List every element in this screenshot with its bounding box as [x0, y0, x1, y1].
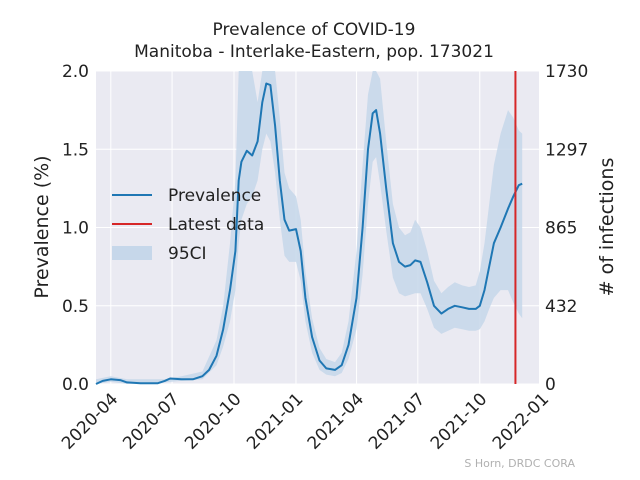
x-tick-2: 2020-10: [181, 389, 245, 453]
credit-text: S Horn, DRDC CORA: [464, 457, 575, 470]
y-axis-label-right: # of infections: [596, 158, 618, 297]
x-ticks: 2020-042020-072020-102021-012021-042021-…: [58, 389, 553, 453]
series-line-prevalence: [95, 82, 523, 385]
legend-label-2: 95CI: [168, 244, 207, 264]
chart-title-line1: Prevalence of COVID-19: [213, 20, 416, 40]
series-layer: [95, 82, 523, 385]
y-tick-left-1: 0.5: [62, 297, 89, 317]
y-ticks-left: 0.0 0.5 1.0 1.5 2.0: [62, 62, 89, 395]
x-tick-5: 2021-07: [365, 389, 429, 453]
y-axis-label-left: Prevalence (%): [31, 155, 53, 298]
y-tick-right-0: 0: [545, 375, 556, 395]
x-tick-4: 2021-04: [304, 389, 368, 453]
chart-title-line2: Manitoba - Interlake-Eastern, pop. 17302…: [134, 42, 494, 62]
x-tick-1: 2020-07: [119, 389, 183, 453]
y-tick-left-2: 1.0: [62, 219, 89, 239]
x-tick-6: 2021-10: [427, 389, 491, 453]
legend-label-0: Prevalence: [168, 186, 261, 206]
x-tick-3: 2021-01: [243, 389, 307, 453]
legend: Prevalence Latest data 95CI: [112, 186, 264, 264]
y-ticks-right: 0 432 865 1297 1730: [545, 62, 588, 395]
y-tick-left-3: 1.5: [62, 140, 89, 160]
y-tick-left-0: 0.0: [62, 375, 89, 395]
y-tick-left-4: 2.0: [62, 62, 89, 82]
y-tick-right-1: 432: [545, 297, 577, 317]
legend-swatch-2: [112, 246, 152, 260]
y-tick-right-4: 1730: [545, 62, 588, 82]
y-tick-right-3: 1297: [545, 140, 588, 160]
x-tick-0: 2020-04: [58, 389, 122, 453]
legend-label-1: Latest data: [168, 215, 264, 235]
y-tick-right-2: 865: [545, 219, 577, 239]
x-tick-7: 2022-01: [489, 389, 553, 453]
